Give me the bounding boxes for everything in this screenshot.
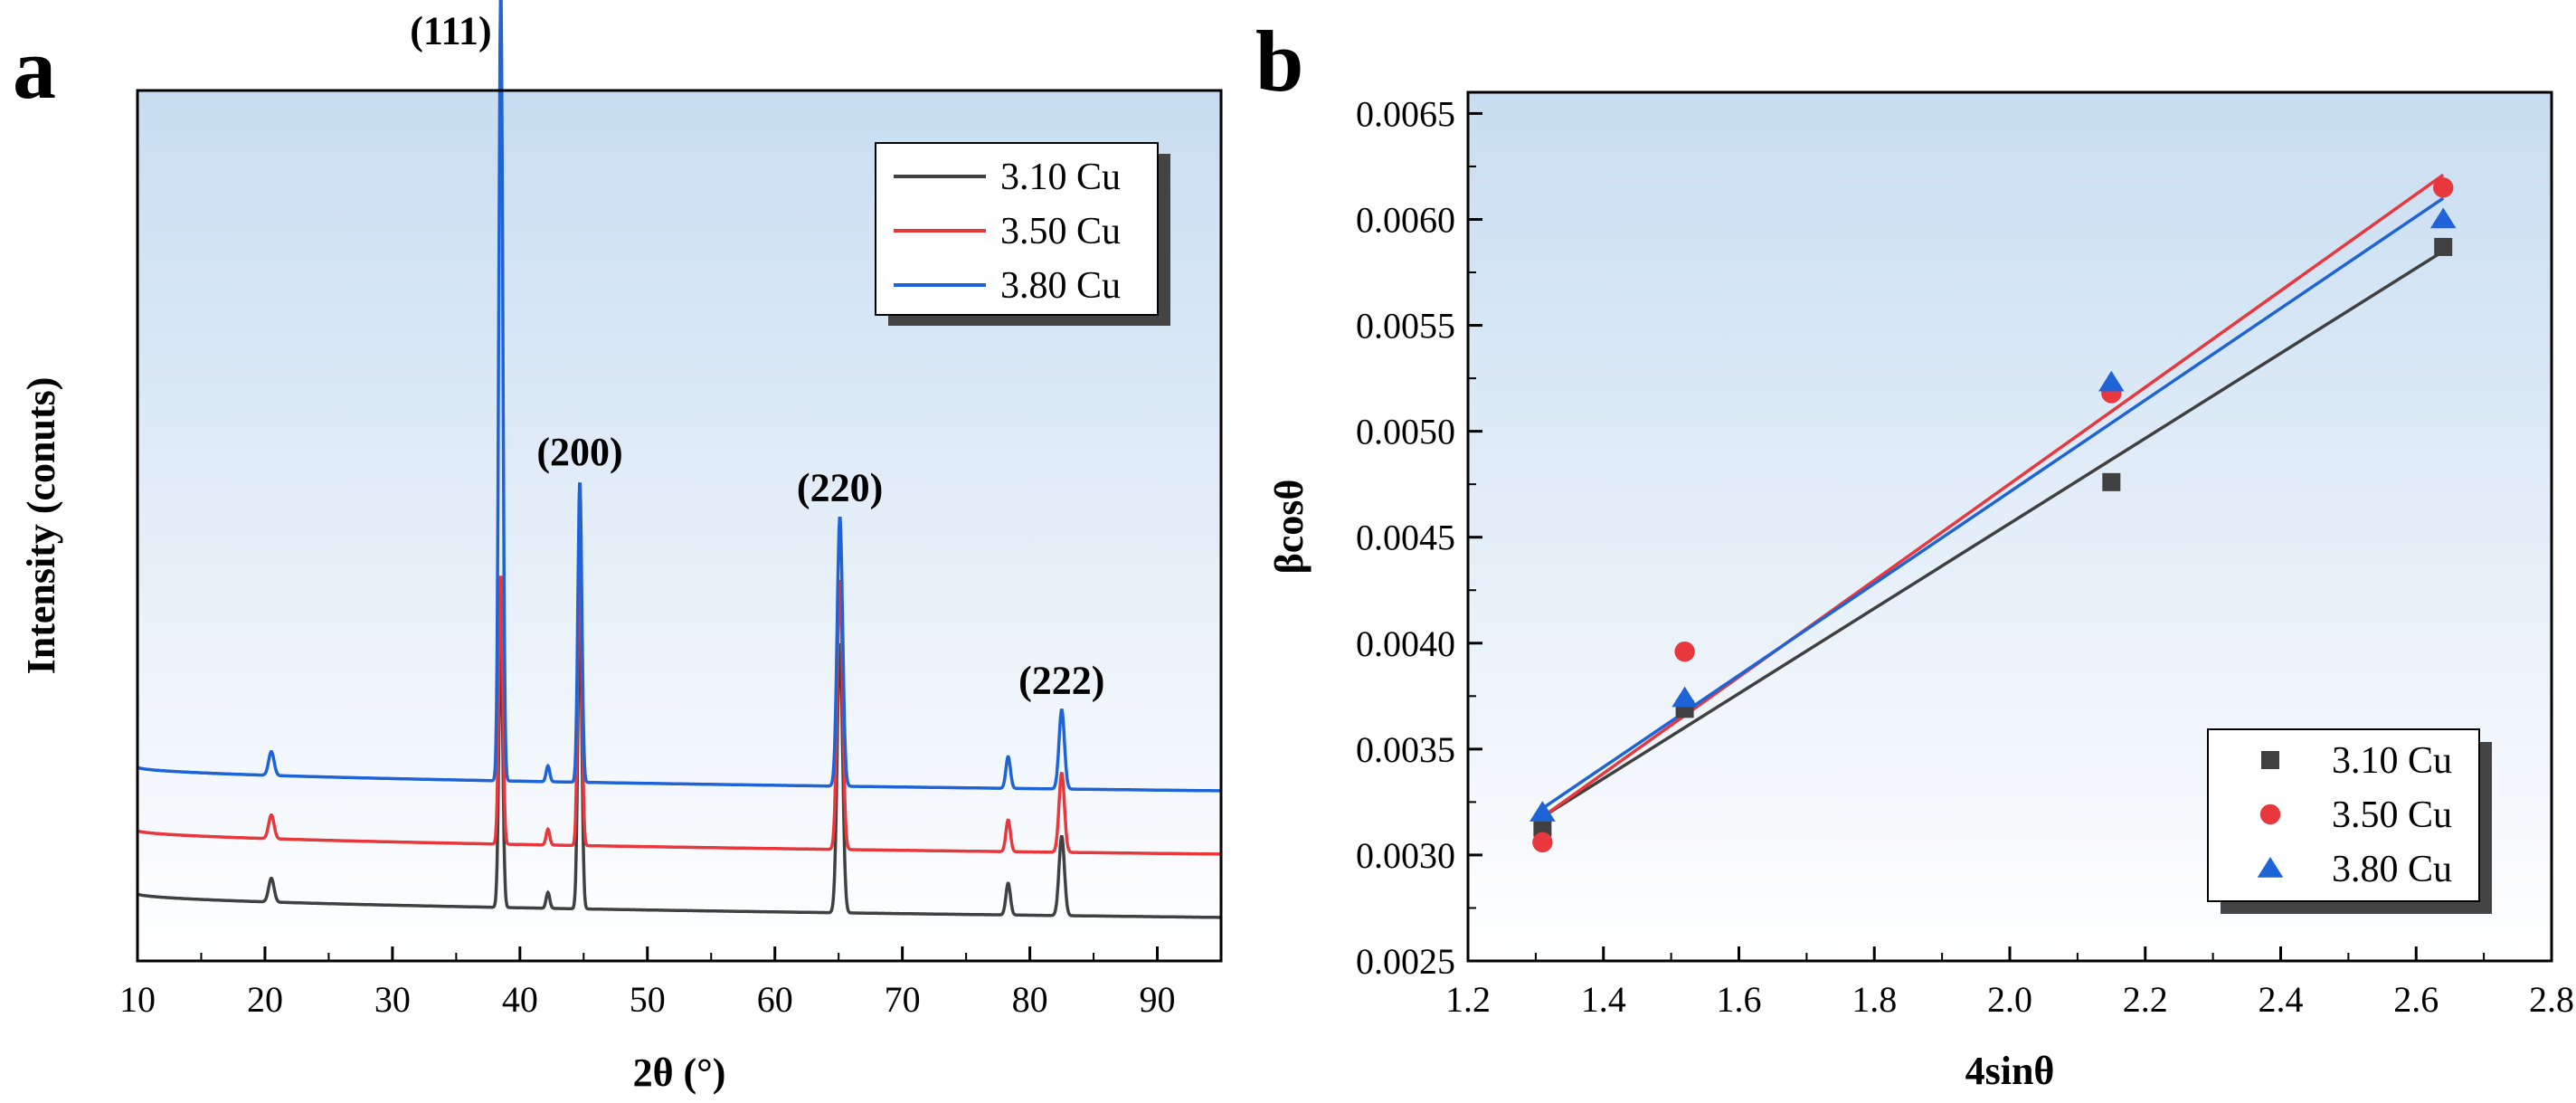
xrd-series-3-80-cu — [136, 0, 1221, 793]
xrd-series-3-50-cu — [136, 546, 1221, 856]
xrd-legend-label: 3.80 Cu — [1000, 265, 1121, 307]
wh-y-tick-label: 0.0030 — [1356, 835, 1455, 876]
xrd-x-tick-label: 50 — [630, 979, 666, 1020]
wh-point-3-80-cu — [1672, 686, 1698, 708]
xrd-legend-label: 3.10 Cu — [1000, 157, 1121, 198]
wh-legend-marker — [2259, 803, 2281, 825]
wh-x-tick-label: 1.4 — [1581, 979, 1626, 1020]
wh-legend-box — [2207, 728, 2480, 902]
peak-label: (111) — [410, 8, 491, 52]
wh-y-axis-title: βcosθ — [1267, 480, 1312, 575]
wh-y-tick-label: 0.0055 — [1356, 306, 1455, 347]
panel-label-a: a — [13, 20, 56, 117]
xrd-x-tick-label: 30 — [374, 979, 411, 1020]
wh-x-tick-label: 2.4 — [2259, 979, 2304, 1020]
xrd-legend-label: 3.50 Cu — [1000, 211, 1121, 252]
wh-x-tick-label: 1.6 — [1717, 979, 1762, 1020]
wh-point-3-50-cu — [2433, 177, 2454, 198]
wh-x-tick-label: 1.8 — [1852, 979, 1897, 1020]
wh-point-3-80-cu — [1530, 801, 1556, 822]
wh-point-3-10-cu — [2434, 237, 2453, 256]
xrd-x-tick-label: 10 — [119, 979, 156, 1020]
wh-point-3-50-cu — [1532, 832, 1553, 853]
wh-point-3-10-cu — [1533, 818, 1552, 837]
xrd-x-tick-label: 20 — [247, 979, 283, 1020]
wh-y-tick-label: 0.0050 — [1356, 412, 1455, 452]
xrd-legend: 3.10 Cu 3.50 Cu 3.80 Cu — [875, 142, 1170, 326]
peak-label: (222) — [1018, 659, 1104, 703]
wh-y-tick-label: 0.0035 — [1356, 729, 1455, 770]
xrd-x-axis-title: 2θ (°) — [633, 1051, 726, 1095]
wh-x-tick-label: 2.8 — [2529, 979, 2574, 1020]
wh-point-3-80-cu — [2098, 370, 2125, 392]
xrd-chart-panel: a 10 20 30 40 50 60 70 80 90 (111) (200) (220) (222… — [13, 0, 1223, 1095]
wh-x-tick-label: 2.0 — [1987, 979, 2032, 1020]
xrd-x-tick-label: 70 — [885, 979, 921, 1020]
wh-point-3-10-cu — [2102, 472, 2121, 491]
wh-legend-label: 3.10 Cu — [2332, 740, 2452, 782]
wh-x-tick-label: 1.2 — [1445, 979, 1491, 1020]
wh-legend-label: 3.50 Cu — [2332, 794, 2452, 836]
xrd-x-tick-label: 60 — [757, 979, 793, 1020]
wh-legend-marker — [2261, 751, 2279, 769]
wh-x-tick-label: 2.6 — [2393, 979, 2439, 1020]
xrd-x-tick-label: 80 — [1012, 979, 1048, 1020]
wh-y-tick-label: 0.0045 — [1356, 518, 1455, 558]
wh-legend: 3.10 Cu 3.50 Cu 3.80 Cu — [2207, 728, 2492, 914]
xrd-plot-frame — [136, 89, 1223, 963]
wh-legend-label: 3.80 Cu — [2332, 849, 2452, 890]
wh-y-tick-label: 0.0040 — [1356, 623, 1455, 664]
xrd-y-axis-title: Intensity (conuts) — [19, 377, 63, 675]
wh-point-3-80-cu — [2429, 207, 2457, 229]
wh-x-axis-title: 4sinθ — [1965, 1049, 2055, 1093]
panel-label-b: b — [1255, 13, 1303, 109]
xrd-x-tick-label: 40 — [502, 979, 538, 1020]
wh-point-3-50-cu — [1674, 641, 1695, 662]
xrd-x-tick-label: 90 — [1140, 979, 1176, 1020]
wh-y-tick-label: 0.0060 — [1356, 199, 1455, 240]
peak-label: (220) — [797, 466, 883, 510]
williamson-hall-panel: b 1.2 1.4 1.6 1.8 2.0 2.2 2.4 2.6 2.8 0.0025 0.00… — [1255, 13, 2574, 1093]
wh-fit-line-3-10-cu — [1541, 250, 2445, 819]
wh-legend-marker — [2257, 857, 2284, 878]
peak-label: (200) — [536, 430, 622, 474]
wh-y-tick-label: 0.0065 — [1356, 93, 1455, 134]
wh-y-tick-label: 0.0025 — [1356, 941, 1455, 982]
xrd-series-3-10-cu — [136, 609, 1221, 919]
wh-x-tick-label: 2.2 — [2123, 979, 2168, 1020]
